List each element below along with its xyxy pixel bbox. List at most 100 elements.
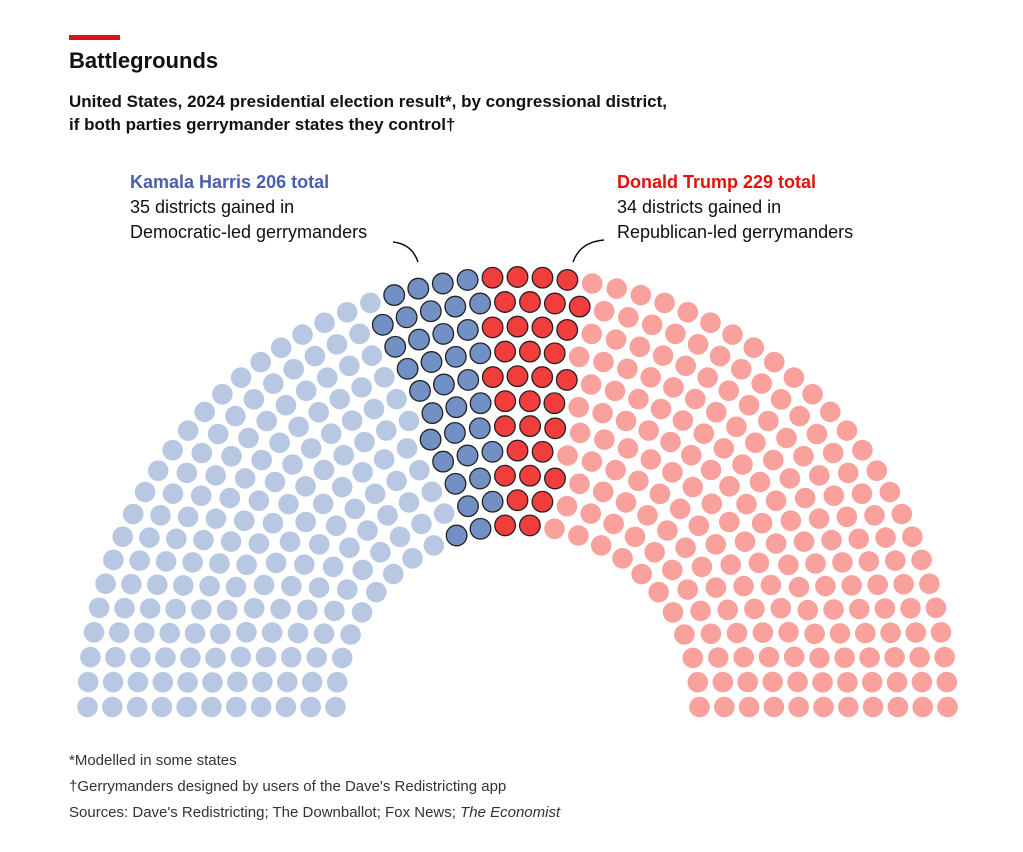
sources: Sources: Dave's Redistricting; The Downb… xyxy=(69,804,560,821)
harris-seat xyxy=(320,423,342,445)
trump-seat xyxy=(738,394,760,416)
harris-seat xyxy=(202,672,223,693)
harris-gained-seat xyxy=(469,342,492,365)
trump-seat xyxy=(593,351,614,373)
trump-seat xyxy=(640,449,662,470)
trump-seat xyxy=(706,401,727,423)
harris-gained-seat xyxy=(384,335,407,358)
harris-seat xyxy=(147,460,169,482)
trump-seat xyxy=(820,401,841,423)
trump-note-2: Republican-led gerrymanders xyxy=(617,222,854,242)
harris-gained-seat xyxy=(445,524,468,547)
harris-gained-seat xyxy=(481,440,504,463)
harris-seat xyxy=(288,416,309,438)
trump-seat xyxy=(911,549,932,571)
harris-gained-seat xyxy=(444,472,467,495)
trump-seat xyxy=(793,531,815,552)
trump-seat xyxy=(823,485,845,507)
trump-gained-seat xyxy=(531,366,554,389)
harris-gained-seat xyxy=(432,322,455,345)
trump-seat xyxy=(874,598,896,619)
trump-gained-seat xyxy=(556,268,579,291)
trump-seat xyxy=(672,410,694,431)
trump-seat xyxy=(806,423,828,445)
harris-seat xyxy=(255,646,277,668)
harris-seat xyxy=(352,559,374,581)
trump-seat xyxy=(834,647,855,668)
trump-seat xyxy=(848,528,869,550)
harris-seat xyxy=(248,533,270,554)
sources-economist: The Economist xyxy=(460,804,561,821)
trump-seat xyxy=(925,597,947,619)
harris-seat xyxy=(308,577,330,598)
trump-seat xyxy=(689,696,710,718)
trump-seat xyxy=(581,323,602,345)
trump-gained-seat xyxy=(543,292,566,315)
trump-seat xyxy=(581,273,603,294)
trump-seat xyxy=(763,449,784,471)
trump-gained-seat xyxy=(544,467,566,490)
harris-seat xyxy=(304,345,326,367)
harris-gained-seat xyxy=(419,300,442,323)
trump-gained-seat xyxy=(506,266,529,288)
harris-seat xyxy=(230,646,252,668)
harris-seat xyxy=(275,394,297,416)
trump-seat xyxy=(749,471,771,493)
harris-seat xyxy=(398,410,420,432)
harris-seat xyxy=(376,420,397,441)
trump-seat xyxy=(813,696,834,718)
trump-seat xyxy=(628,470,649,492)
sources-text: Sources: Dave's Redistricting; The Downb… xyxy=(69,804,461,821)
harris-seat xyxy=(279,531,301,552)
harris-seat xyxy=(230,367,252,388)
harris-seat xyxy=(264,471,286,493)
harris-gained-seat xyxy=(444,295,467,318)
trump-seat xyxy=(866,460,888,482)
trump-seat xyxy=(758,410,779,432)
harris-seat xyxy=(221,445,242,467)
harris-seat xyxy=(313,623,335,644)
trump-gained-seat xyxy=(494,340,517,363)
footnote-modelled: *Modelled in some states xyxy=(69,752,237,769)
harris-seat xyxy=(194,401,215,423)
trump-seat xyxy=(905,622,927,643)
trump-seat xyxy=(884,647,905,668)
harris-seat xyxy=(134,481,156,503)
trump-seat xyxy=(788,696,809,718)
harris-seat xyxy=(300,438,322,459)
harris-seat xyxy=(236,621,257,643)
trump-seat xyxy=(700,623,722,644)
trump-seat xyxy=(662,602,684,623)
harris-seat xyxy=(177,420,199,441)
harris-gained-seat xyxy=(469,467,491,490)
trump-seat xyxy=(770,389,792,410)
trump-seat xyxy=(568,525,589,546)
trump-seat xyxy=(641,314,663,336)
harris-seat xyxy=(265,552,287,574)
trump-seat xyxy=(590,535,612,556)
harris-seat xyxy=(216,599,238,621)
trump-seat xyxy=(837,462,859,484)
harris-seat xyxy=(95,573,116,594)
trump-seat xyxy=(875,527,896,548)
harris-seat xyxy=(114,597,135,619)
trump-seat xyxy=(618,307,639,328)
trump-seat xyxy=(685,388,706,410)
trump-seat xyxy=(691,556,713,578)
harris-gained-seat xyxy=(469,292,492,315)
trump-seat xyxy=(911,671,933,693)
trump-seat xyxy=(681,444,702,466)
trump-gained-seat xyxy=(493,415,516,438)
trump-seat xyxy=(677,579,698,600)
chart-subtitle: United States, 2024 presidential electio… xyxy=(69,90,769,136)
subtitle-line-1: United States, 2024 presidential electio… xyxy=(69,92,668,111)
trump-seat xyxy=(936,671,958,693)
trump-seat xyxy=(789,405,810,427)
harris-seat xyxy=(77,696,98,718)
trump-seat xyxy=(631,563,652,585)
trump-seat xyxy=(732,454,753,475)
trump-seat xyxy=(867,574,888,595)
trump-gained-seat xyxy=(481,266,504,289)
trump-seat xyxy=(669,498,691,520)
trump-seat xyxy=(709,345,731,367)
